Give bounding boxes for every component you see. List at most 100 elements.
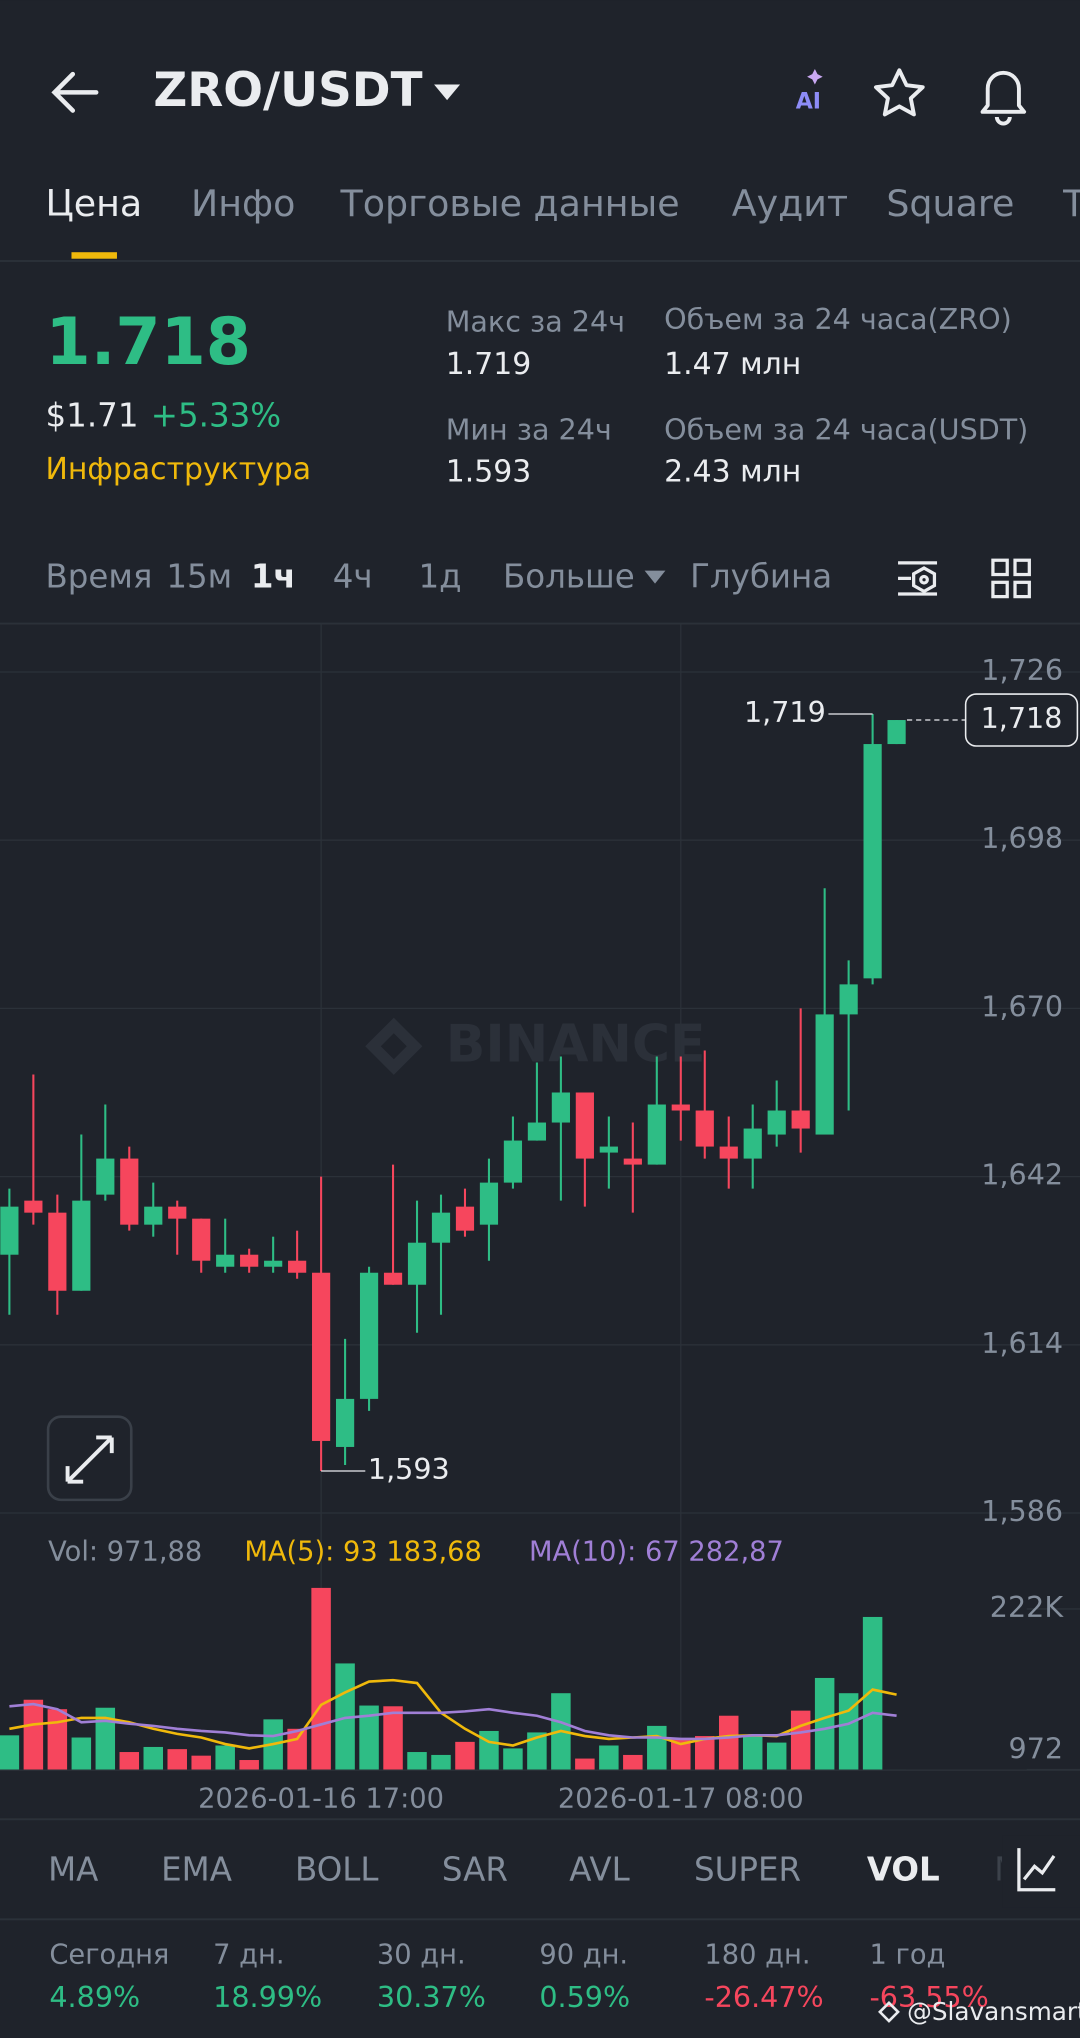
indicator[interactable]: SAR: [442, 1851, 508, 1889]
candle-body: [671, 1104, 690, 1111]
stat-value: 1.47 млн: [664, 347, 801, 382]
x-tick-label: 2026-01-17 08:00: [558, 1784, 804, 1815]
usd-price: $1.71: [45, 396, 138, 434]
volume-bar: [503, 1748, 523, 1771]
period-label: 30 дн.: [377, 1940, 466, 1971]
x-tick-label: 2026-01-16 17:00: [198, 1784, 444, 1815]
volume-bar: [647, 1725, 667, 1771]
layout-button[interactable]: [991, 558, 1031, 599]
volume-bar: [0, 1735, 20, 1771]
volume-bar: [718, 1715, 739, 1771]
candle-body: [647, 1104, 666, 1165]
category-tag[interactable]: Инфраструктура: [45, 452, 311, 487]
timeframe[interactable]: 1ч: [251, 557, 296, 595]
indicator[interactable]: MA: [48, 1851, 98, 1889]
volume-bar: [766, 1742, 787, 1771]
tab[interactable]: Цена: [45, 182, 142, 225]
pair-dropdown[interactable]: [434, 84, 461, 101]
ai-button[interactable]: AI: [796, 89, 821, 115]
volume-bar: [23, 1699, 44, 1771]
volume-bar: [527, 1732, 547, 1771]
depth-tab[interactable]: Глубина: [690, 557, 832, 595]
period-change: 18.99%: [213, 1980, 322, 2014]
tab[interactable]: Торговые данные: [340, 182, 680, 225]
candle-body: [527, 1122, 547, 1141]
period-change: 4.89%: [49, 1980, 140, 2014]
volume-bar: [215, 1745, 235, 1771]
volume-bar: [431, 1754, 451, 1771]
volume-bar: [407, 1752, 427, 1771]
last-price: 1.718: [45, 305, 251, 380]
pair-title[interactable]: ZRO/USDT: [153, 64, 422, 118]
period-label: 180 дн.: [704, 1940, 810, 1971]
candle-body: [359, 1272, 379, 1399]
candle-body: [623, 1158, 642, 1165]
divider: [0, 622, 1080, 625]
tab[interactable]: Square: [886, 182, 1014, 225]
candle-body: [383, 1272, 403, 1285]
volume-bar: [383, 1706, 403, 1771]
volume-bar: [167, 1749, 187, 1771]
favorite-button[interactable]: [874, 68, 925, 117]
candle-body: [863, 744, 882, 979]
indicator-settings[interactable]: [1017, 1848, 1056, 1892]
volume-tick-label: 972: [1009, 1732, 1064, 1766]
y-tick-label: 1,614: [981, 1326, 1063, 1360]
period-label: 90 дн.: [539, 1940, 628, 1971]
volume-bar: [599, 1745, 619, 1771]
indicator[interactable]: EMA: [161, 1851, 232, 1889]
candle-body: [216, 1254, 235, 1267]
volume-bar: [287, 1728, 307, 1771]
volume-bar: [71, 1737, 92, 1771]
candle-body: [887, 720, 906, 745]
low-label: 1,593: [368, 1452, 450, 1486]
tab[interactable]: Т: [1062, 182, 1080, 225]
y-tick-label: 1,698: [981, 821, 1063, 855]
volume-bar: [862, 1616, 883, 1771]
period-change: 0.59%: [539, 1980, 630, 2014]
candle-body: [479, 1182, 499, 1225]
candle-body: [24, 1200, 43, 1213]
timeframe[interactable]: 15м: [166, 557, 232, 595]
back-button[interactable]: [51, 71, 99, 113]
period-change: -26.47%: [704, 1980, 823, 2014]
candle-body: [695, 1110, 714, 1147]
ma-legend: MA(10): 67 282,87: [529, 1537, 784, 1568]
indicator[interactable]: VOL: [867, 1851, 940, 1889]
candle-body: [288, 1260, 307, 1273]
stat-label: Объем за 24 часа(USDT): [664, 413, 1028, 447]
timeframe[interactable]: 1д: [418, 557, 461, 595]
credit: @Slavansmart: [907, 1997, 1080, 2026]
timeframe-more[interactable]: Больше: [503, 557, 635, 595]
indicator[interactable]: AVL: [569, 1851, 629, 1889]
candle-body: [144, 1206, 163, 1225]
alert-button[interactable]: [980, 70, 1027, 126]
ma-line: [9, 1702, 897, 1741]
volume-bar: [575, 1758, 595, 1771]
last-price-label: 1,718: [981, 701, 1063, 735]
period-change: -63.55%: [869, 1980, 988, 2014]
volume-bar: [671, 1738, 691, 1771]
volume-bar: [814, 1677, 835, 1771]
indicator[interactable]: BOLL: [295, 1851, 378, 1889]
volume-bar: [311, 1587, 331, 1771]
candle-body: [551, 1092, 570, 1123]
period-change: 30.37%: [377, 1980, 486, 2014]
volume-chart: 2026-01-16 17:00 2026-01-17 08:00 222K 972 V…: [0, 1537, 1080, 1815]
stat-label: Макс за 24ч: [446, 305, 625, 339]
indicator[interactable]: SUPER: [694, 1851, 801, 1889]
candle-body: [96, 1158, 115, 1195]
candle-body: [719, 1146, 738, 1159]
chart-settings-button[interactable]: [898, 561, 938, 596]
tab[interactable]: Инфо: [191, 182, 295, 225]
more-dropdown[interactable]: [644, 570, 666, 584]
tab[interactable]: Аудит: [732, 182, 848, 225]
price-change: +5.33%: [151, 396, 281, 434]
candle-body: [0, 1206, 19, 1255]
tab-indicator: [71, 252, 117, 259]
period-label: 7 дн.: [213, 1940, 284, 1971]
candle-body: [264, 1260, 283, 1267]
volume-bar: [95, 1707, 116, 1771]
y-tick-label: 1,726: [981, 653, 1063, 687]
timeframe[interactable]: 4ч: [333, 557, 373, 595]
